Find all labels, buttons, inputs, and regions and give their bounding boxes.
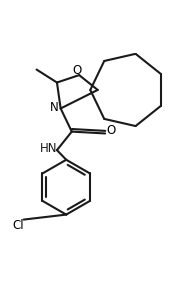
Text: O: O [106,124,115,137]
Text: Cl: Cl [12,219,24,232]
Text: O: O [73,64,82,77]
Text: N: N [50,101,58,114]
Text: HN: HN [40,142,57,155]
